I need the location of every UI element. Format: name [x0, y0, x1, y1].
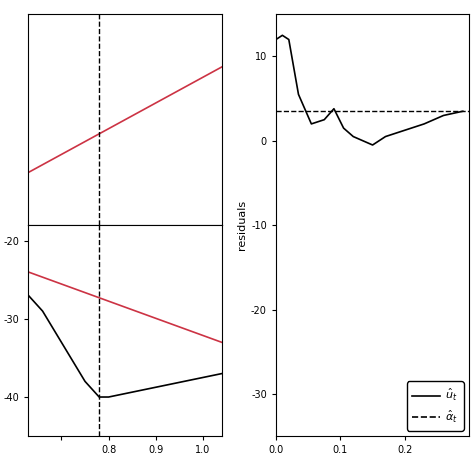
Legend: $\hat{u}_t$, $\hat{\alpha}_t$: $\hat{u}_t$, $\hat{\alpha}_t$ — [407, 382, 464, 430]
Y-axis label: residuals: residuals — [237, 200, 247, 250]
